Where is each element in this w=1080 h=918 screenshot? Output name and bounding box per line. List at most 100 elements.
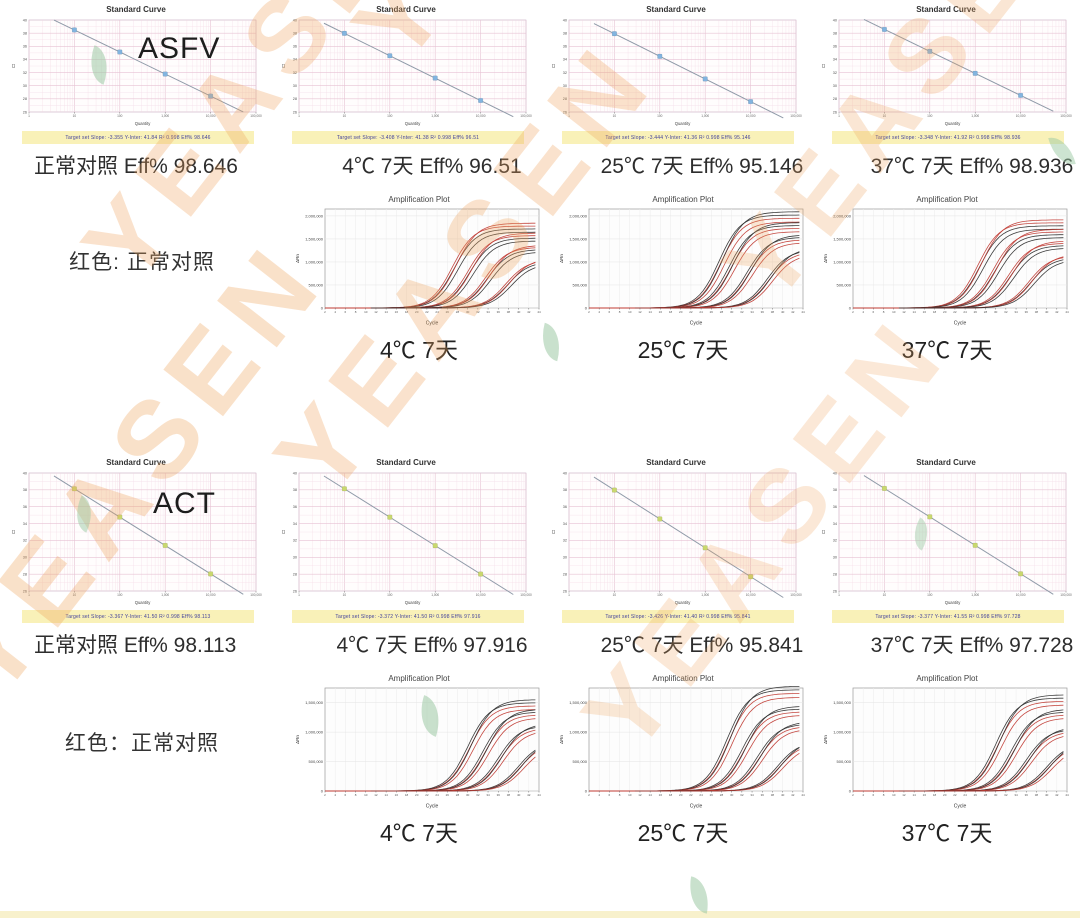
svg-text:2: 2	[852, 310, 854, 314]
std-curve-title: Standard Curve	[106, 458, 166, 467]
std-curve-title: Standard Curve	[916, 5, 976, 14]
svg-text:40: 40	[833, 471, 837, 475]
std-panel-act-std-4c: Standard Curve 26 28 30 32 34 36 38 40 1 10 100 1,00…	[278, 457, 534, 623]
svg-text:0: 0	[585, 305, 588, 310]
svg-text:30: 30	[293, 556, 297, 560]
result-strip: Target set Slope: -3.377 Y-Inter: 41.55 …	[832, 610, 1064, 623]
svg-text:16: 16	[395, 310, 399, 314]
svg-text:38: 38	[771, 793, 775, 797]
svg-text:1,000: 1,000	[701, 593, 709, 597]
svg-text:26: 26	[293, 589, 297, 593]
standard-point	[702, 545, 708, 551]
svg-text:1: 1	[568, 593, 570, 597]
svg-text:28: 28	[456, 310, 460, 314]
efficiency-caption: 37℃ 7天 Eff% 97.728	[870, 634, 1074, 657]
standard-point	[657, 516, 663, 522]
svg-text:12: 12	[638, 310, 642, 314]
svg-text:38: 38	[563, 31, 567, 35]
svg-text:34: 34	[833, 522, 837, 526]
svg-text:1,000: 1,000	[161, 114, 169, 118]
svg-text:2: 2	[588, 793, 590, 797]
standard-point	[387, 53, 393, 59]
standard-point	[748, 99, 754, 105]
svg-text:10: 10	[343, 593, 347, 597]
svg-text:1,000,000: 1,000,000	[833, 259, 852, 264]
svg-text:8: 8	[355, 310, 357, 314]
svg-text:ΔRn: ΔRn	[823, 254, 828, 263]
svg-text:10: 10	[364, 793, 368, 797]
svg-text:22: 22	[425, 793, 429, 797]
standard-point	[972, 542, 978, 548]
svg-text:44: 44	[537, 793, 541, 797]
svg-text:34: 34	[486, 310, 490, 314]
svg-text:1: 1	[838, 593, 840, 597]
svg-text:1,500,000: 1,500,000	[833, 700, 852, 705]
svg-text:32: 32	[833, 71, 837, 75]
svg-text:38: 38	[1035, 793, 1039, 797]
svg-text:28: 28	[23, 97, 27, 101]
svg-text:10: 10	[883, 593, 887, 597]
svg-text:1,000,000: 1,000,000	[305, 259, 324, 264]
svg-text:38: 38	[833, 31, 837, 35]
result-strip: Target set Slope: -3.372 Y-Inter: 41.50 …	[292, 610, 524, 623]
svg-text:ΔRn: ΔRn	[295, 735, 300, 744]
svg-text:1,500,000: 1,500,000	[569, 700, 588, 705]
standard-point	[162, 543, 168, 548]
svg-text:0: 0	[849, 305, 852, 310]
std-curve-title: Standard Curve	[376, 5, 436, 14]
svg-text:30: 30	[730, 310, 734, 314]
svg-text:12: 12	[902, 310, 906, 314]
svg-text:0: 0	[585, 788, 588, 793]
svg-text:100: 100	[927, 114, 933, 118]
svg-text:14: 14	[912, 310, 916, 314]
amplification-plot-title: Amplification Plot	[652, 674, 714, 683]
svg-text:40: 40	[1045, 793, 1049, 797]
svg-text:26: 26	[563, 110, 567, 114]
svg-text:32: 32	[23, 539, 27, 543]
svg-text:100: 100	[657, 593, 663, 597]
svg-text:500,000: 500,000	[837, 282, 852, 287]
condition-caption: 25℃ 7天	[637, 337, 729, 363]
efficiency-caption: 4℃ 7天 Eff% 96.51	[342, 155, 522, 178]
std-panel-act-std-25c: Standard Curve 26 28 30 32 34 36 38 40 1 10 100 1,00…	[548, 457, 804, 623]
svg-text:38: 38	[23, 31, 27, 35]
svg-text:20: 20	[679, 793, 683, 797]
standard-curve-plot: 26 28 30 32 34 36 38 40 1 10 100 1,000 10,000 100,000…	[11, 471, 262, 605]
svg-text:28: 28	[563, 97, 567, 101]
result-strip-text: Target set Slope: -3.348 Y-Inter: 41.92 …	[875, 134, 1021, 141]
svg-text:20: 20	[415, 793, 419, 797]
efficiency-caption: 25℃ 7天 Eff% 95.841	[600, 634, 804, 657]
svg-text:Cycle: Cycle	[690, 321, 703, 327]
standard-point	[611, 31, 617, 37]
svg-text:100,000: 100,000	[250, 114, 262, 118]
amp-panel-asfv-amp-37c: Amplification Plot 0 500,000 1,000,000 1,500…	[822, 194, 1072, 327]
svg-text:44: 44	[801, 793, 805, 797]
amp-caption-row-0: 4℃ 7天 25℃ 7天 37℃ 7天	[0, 327, 1080, 365]
amplification-plot-title: Amplification Plot	[388, 674, 450, 683]
svg-text:2,000,000: 2,000,000	[833, 213, 852, 218]
svg-text:2,000,000: 2,000,000	[569, 213, 588, 218]
std-curve-title: Standard Curve	[916, 458, 976, 467]
svg-text:6: 6	[345, 310, 347, 314]
svg-text:Ct: Ct	[821, 529, 826, 534]
svg-text:40: 40	[293, 18, 297, 22]
svg-text:30: 30	[833, 556, 837, 560]
svg-text:12: 12	[902, 793, 906, 797]
amp-panel-act-amp-37c: Amplification Plot 0 500,000 1,000,000 1,500…	[822, 673, 1072, 810]
svg-text:500,000: 500,000	[309, 759, 324, 764]
svg-text:40: 40	[781, 793, 785, 797]
svg-text:32: 32	[740, 793, 744, 797]
svg-text:28: 28	[23, 572, 27, 576]
svg-text:8: 8	[883, 310, 885, 314]
svg-text:32: 32	[476, 310, 480, 314]
amplification-plot-title: Amplification Plot	[652, 195, 714, 204]
svg-text:36: 36	[1025, 793, 1029, 797]
svg-text:1: 1	[298, 114, 300, 118]
svg-text:32: 32	[1004, 793, 1008, 797]
svg-text:100,000: 100,000	[790, 593, 802, 597]
svg-text:30: 30	[563, 556, 567, 560]
standard-point	[71, 27, 77, 33]
standard-point	[702, 76, 708, 82]
